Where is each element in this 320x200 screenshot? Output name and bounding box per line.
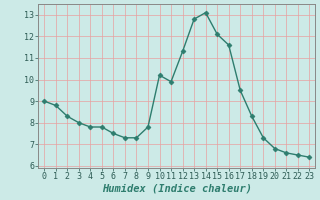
X-axis label: Humidex (Indice chaleur): Humidex (Indice chaleur) bbox=[102, 184, 252, 194]
